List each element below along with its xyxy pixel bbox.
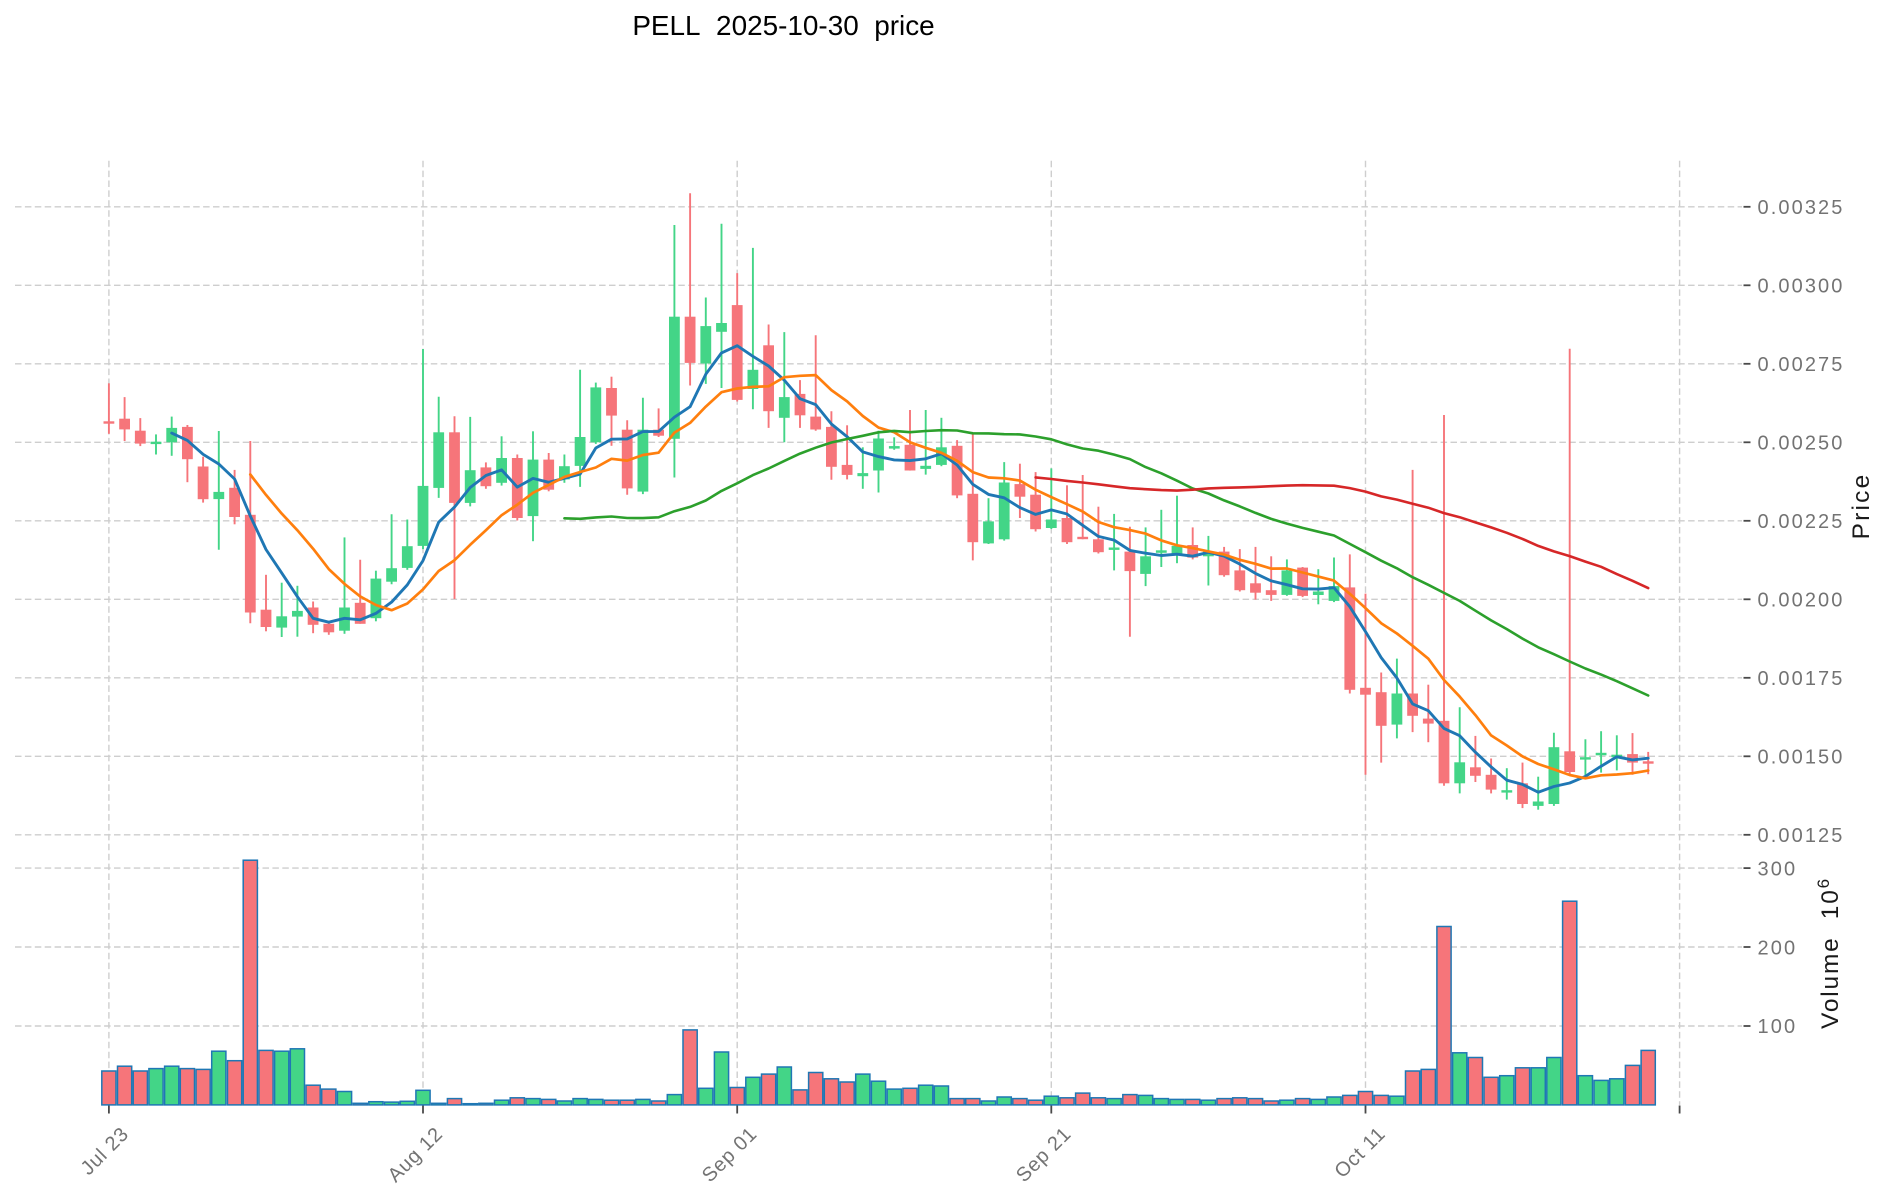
svg-text:0.00200: 0.00200 [1758,590,1845,612]
svg-text:0.00300: 0.00300 [1758,276,1845,298]
svg-text:Sep 21: Sep 21 [1012,1123,1076,1187]
svg-text:300: 300 [1758,858,1798,880]
svg-text:Price: Price [1848,473,1875,540]
svg-text:0.00250: 0.00250 [1758,433,1845,455]
svg-text:PELL 2025-10-30 price: PELL 2025-10-30 price [632,10,934,41]
svg-text:Sep 01: Sep 01 [698,1123,762,1187]
svg-text:0.00175: 0.00175 [1758,668,1845,690]
svg-text:100: 100 [1758,1016,1798,1038]
svg-text:Volume 106: Volume 106 [1814,877,1844,1029]
svg-text:0.00150: 0.00150 [1758,747,1845,769]
svg-text:Jul 23: Jul 23 [77,1123,134,1180]
svg-text:0.00125: 0.00125 [1758,825,1845,847]
svg-text:0.00225: 0.00225 [1758,511,1845,533]
svg-text:Oct 11: Oct 11 [1330,1123,1390,1183]
svg-text:Aug 12: Aug 12 [384,1123,448,1187]
svg-text:200: 200 [1758,937,1798,959]
svg-text:0.00275: 0.00275 [1758,354,1845,376]
svg-text:0.00325: 0.00325 [1758,197,1845,219]
